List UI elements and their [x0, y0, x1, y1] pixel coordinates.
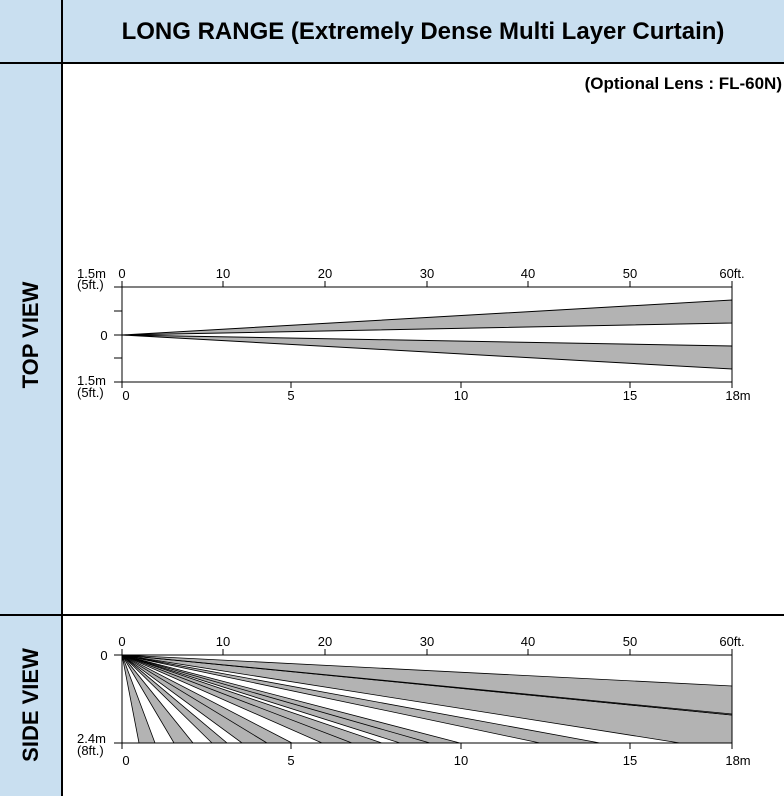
side-ft-tick-0: 0 [118, 634, 125, 649]
side-ft-tick-10: 10 [216, 634, 230, 649]
side-m-tick-0: 0 [122, 753, 129, 768]
top-m-tick-15: 15 [623, 388, 637, 403]
top-ft-tick-40: 40 [521, 266, 535, 281]
side-m-tick-5: 5 [287, 753, 294, 768]
header-bar: LONG RANGE (Extremely Dense Multi Layer … [62, 0, 784, 63]
side-ft-tick-20: 20 [318, 634, 332, 649]
side-y-label-top: 0 [100, 648, 107, 663]
side-m-tick-18: 18m [725, 753, 750, 768]
label-column [0, 0, 62, 796]
top-y-ticks [114, 286, 122, 383]
top-m-tick-5: 5 [287, 388, 294, 403]
top-y-label-center: 0 [100, 328, 107, 343]
side-ft-tick-40: 40 [521, 634, 535, 649]
side-y-ticks [114, 654, 122, 744]
top-beam-lower [121, 334, 733, 370]
top-m-ticks [121, 382, 733, 388]
side-m-tick-15: 15 [623, 753, 637, 768]
column-divider [61, 0, 63, 796]
lens-note: (Optional Lens : FL-60N) [584, 74, 782, 93]
top-view-frame [121, 286, 733, 383]
top-view-diagram: 0 10 20 30 40 50 60ft. 0 5 10 15 18m 1.5… [77, 266, 751, 403]
side-beam-fans [121, 654, 733, 744]
top-ft-tick-50: 50 [623, 266, 637, 281]
top-ft-tick-60: 60ft. [719, 266, 744, 281]
side-y-label-bottom-ft: (8ft.) [77, 743, 104, 758]
side-beam-center-lines [121, 654, 733, 744]
side-ft-tick-60: 60ft. [719, 634, 744, 649]
side-ft-tick-30: 30 [420, 634, 434, 649]
side-ft-ticks [121, 649, 733, 655]
section-divider [0, 614, 784, 616]
top-y-label-top-m: 1.5m [77, 266, 106, 281]
top-beam-upper [121, 299, 733, 336]
top-y-label-bottom-ft: (5ft.) [77, 385, 104, 400]
top-m-tick-18: 18m [725, 388, 750, 403]
top-ft-ticks [121, 281, 733, 287]
side-view-diagram: 0 10 20 30 40 50 60ft. 0 5 10 15 18m 0 2… [77, 634, 751, 768]
header-divider [0, 62, 784, 64]
top-ft-tick-0: 0 [118, 266, 125, 281]
side-y-label-bottom-m: 2.4m [77, 731, 106, 746]
top-m-tick-10: 10 [454, 388, 468, 403]
page-title: LONG RANGE (Extremely Dense Multi Layer … [121, 17, 725, 45]
top-ft-tick-10: 10 [216, 266, 230, 281]
top-m-tick-0: 0 [122, 388, 129, 403]
top-ft-tick-20: 20 [318, 266, 332, 281]
side-ft-tick-50: 50 [623, 634, 637, 649]
top-y-label-bottom-m: 1.5m [77, 373, 106, 388]
side-m-tick-10: 10 [454, 753, 468, 768]
top-y-label-top-ft: (5ft.) [77, 277, 104, 292]
side-m-ticks [121, 743, 733, 749]
top-ft-tick-30: 30 [420, 266, 434, 281]
